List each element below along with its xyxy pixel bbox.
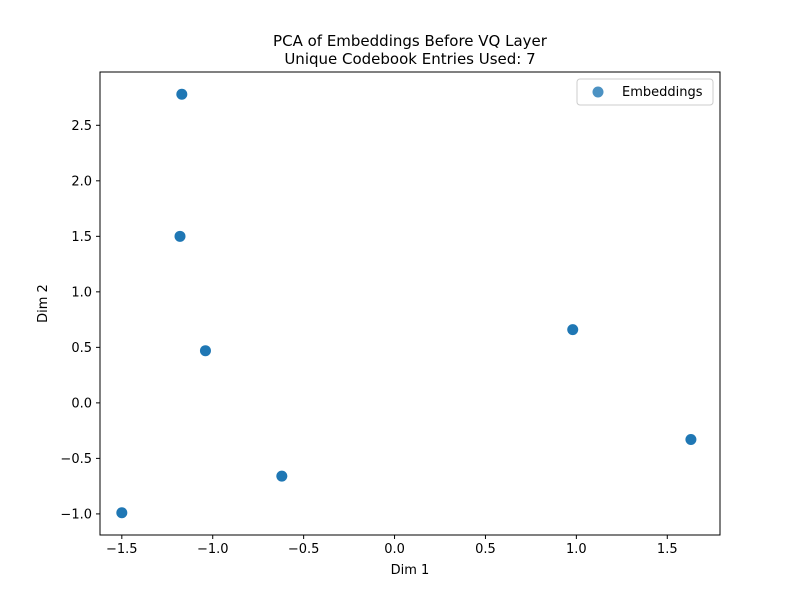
x-tick-label: −0.5 (288, 542, 320, 557)
legend-label: Embeddings (622, 85, 703, 100)
x-tick-label: 0.0 (384, 542, 405, 557)
chart-title: PCA of Embeddings Before VQ Layer (273, 32, 548, 50)
y-tick-label: 2.0 (71, 174, 92, 189)
data-point (567, 324, 579, 336)
data-point (276, 470, 288, 482)
x-tick-label: −1.0 (197, 542, 229, 557)
y-tick-label: −0.5 (60, 452, 92, 467)
y-tick-label: 1.0 (71, 285, 92, 300)
x-tick-label: 1.0 (566, 542, 587, 557)
x-tick-label: −1.5 (106, 542, 138, 557)
y-axis-ticks: −1.0 −0.5 0.0 0.5 1.0 1.5 2.0 2.5 (60, 119, 100, 522)
data-point (116, 507, 128, 519)
x-tick-label: 1.5 (657, 542, 678, 557)
legend-box (576, 78, 714, 106)
x-tick-label: 0.5 (475, 542, 496, 557)
legend: Embeddings (576, 78, 714, 106)
plot-frame (99, 71, 721, 536)
data-points (116, 88, 697, 519)
x-axis-ticks: −1.5 −1.0 −0.5 0.0 0.5 1.0 1.5 (106, 535, 678, 557)
data-point (685, 434, 697, 446)
y-axis-label: Dim 2 (36, 284, 51, 323)
chart-subtitle: Unique Codebook Entries Used: 7 (284, 50, 535, 68)
y-tick-label: −1.0 (60, 507, 92, 522)
data-point (199, 345, 211, 357)
data-point (176, 88, 188, 100)
y-tick-label: 0.0 (71, 396, 92, 411)
y-tick-label: 0.5 (71, 341, 92, 356)
y-tick-label: 2.5 (71, 119, 92, 134)
legend-marker (592, 86, 604, 98)
data-point (174, 230, 186, 242)
y-tick-label: 1.5 (71, 230, 92, 245)
x-axis-label: Dim 1 (391, 563, 430, 578)
